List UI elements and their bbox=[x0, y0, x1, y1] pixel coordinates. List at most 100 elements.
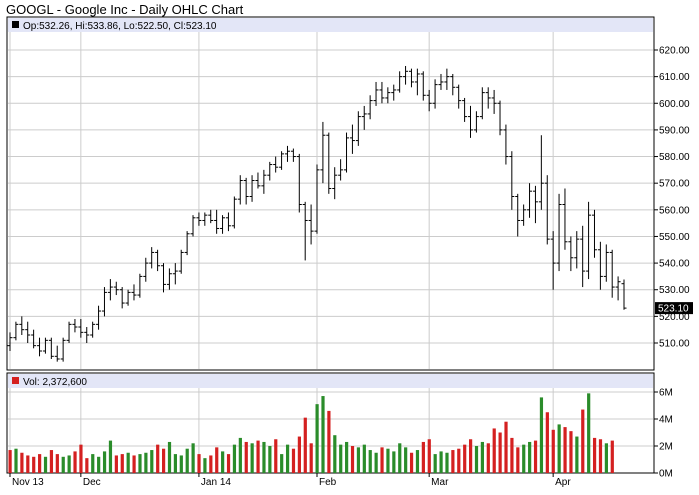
price-tick-label: 560.00 bbox=[659, 205, 690, 216]
volume-bar bbox=[97, 456, 101, 473]
ohlc-bar bbox=[320, 121, 326, 184]
ohlc-bar bbox=[332, 167, 338, 200]
ohlc-bar bbox=[48, 337, 54, 359]
volume-info-band bbox=[8, 374, 653, 388]
ohlc-bar bbox=[214, 209, 220, 234]
volume-bar bbox=[486, 443, 490, 473]
ohlc-bar bbox=[302, 201, 308, 261]
ohlc-bar bbox=[597, 241, 603, 290]
ohlc-bars bbox=[7, 65, 627, 362]
ohlc-bar bbox=[485, 87, 491, 109]
ohlc-bar bbox=[314, 164, 320, 234]
ohlc-bar bbox=[503, 124, 509, 165]
ohlc-bar bbox=[462, 97, 468, 122]
price-tick-label: 580.00 bbox=[659, 152, 690, 163]
ohlc-bar bbox=[237, 175, 243, 205]
ohlc-bar bbox=[420, 71, 426, 101]
volume-bar bbox=[91, 454, 95, 473]
volume-bar bbox=[191, 443, 195, 473]
volume-bar bbox=[38, 454, 42, 473]
volume-bar bbox=[356, 447, 361, 473]
volume-bar bbox=[433, 454, 437, 473]
volume-bar bbox=[569, 431, 573, 473]
price-info-band bbox=[8, 18, 653, 32]
price-tick-label: 590.00 bbox=[659, 125, 690, 136]
volume-bar bbox=[345, 441, 349, 473]
ohlc-bar bbox=[379, 81, 385, 104]
ohlc-bar bbox=[538, 135, 544, 210]
price-tick-label: 540.00 bbox=[659, 259, 690, 270]
volume-bar bbox=[604, 443, 608, 473]
ohlc-bar bbox=[491, 89, 497, 114]
ohlc-bar bbox=[621, 279, 627, 310]
ohlc-bar bbox=[161, 263, 166, 293]
price-tick-label: 530.00 bbox=[659, 285, 690, 296]
volume-bar bbox=[185, 448, 189, 473]
volume-bar bbox=[55, 454, 59, 473]
ohlc-bar bbox=[13, 321, 19, 341]
ohlc-bar bbox=[7, 332, 13, 351]
volume-bar bbox=[545, 412, 549, 473]
date-axis-labels: Nov 13 Dec Jan 14 Feb Mar Apr bbox=[9, 473, 571, 488]
ohlc-bar bbox=[391, 84, 397, 101]
volume-bar bbox=[226, 454, 231, 473]
volume-bar bbox=[26, 455, 30, 473]
ohlc-bar bbox=[615, 276, 621, 301]
ohlc-bar bbox=[509, 151, 515, 210]
ohlc-bar bbox=[544, 175, 550, 245]
volume-bar bbox=[380, 447, 384, 473]
ohlc-bar bbox=[479, 87, 485, 120]
ohlc-bar bbox=[468, 105, 473, 138]
price-tick-label: 510.00 bbox=[659, 339, 690, 350]
volume-bar bbox=[581, 409, 585, 473]
volume-bar bbox=[427, 439, 431, 473]
ohlc-bar bbox=[438, 73, 444, 90]
volume-tick-label: 0M bbox=[659, 469, 673, 480]
volume-bar bbox=[415, 450, 420, 473]
volume-bar bbox=[445, 452, 449, 473]
volume-bar bbox=[256, 440, 260, 473]
volume-axis-ticks: 0M 2M 4M 6M bbox=[654, 388, 673, 480]
volume-bar bbox=[150, 450, 154, 473]
ohlc-bar bbox=[202, 212, 208, 226]
volume-bar bbox=[333, 435, 337, 473]
volume-bar bbox=[551, 429, 555, 473]
ohlc-bar bbox=[296, 153, 302, 213]
ohlc-bar bbox=[37, 337, 43, 357]
volume-bar bbox=[392, 451, 396, 473]
ohlc-bar bbox=[119, 287, 125, 309]
volume-bar bbox=[303, 417, 307, 473]
ohlc-bar bbox=[456, 84, 462, 109]
ohlc-bar bbox=[308, 204, 314, 245]
ohlc-bar bbox=[267, 161, 273, 181]
ohlc-bar bbox=[556, 193, 562, 272]
volume-bar bbox=[61, 456, 65, 473]
volume-legend-square bbox=[12, 377, 19, 384]
ohlc-bar bbox=[385, 87, 391, 104]
date-tick-label: Feb bbox=[319, 477, 337, 488]
ohlc-bar bbox=[591, 209, 597, 258]
volume-bar bbox=[173, 454, 178, 473]
ohlc-bar bbox=[96, 305, 102, 330]
ohlc-bar bbox=[25, 321, 31, 343]
volume-bar bbox=[156, 444, 160, 473]
ohlc-bar bbox=[497, 100, 503, 136]
volume-bar bbox=[539, 397, 544, 473]
volume-bar bbox=[85, 458, 89, 473]
volume-bar bbox=[516, 447, 520, 473]
volume-bar bbox=[504, 421, 508, 473]
ohlc-bar bbox=[562, 188, 568, 250]
price-legend-square bbox=[12, 21, 19, 28]
volume-bar bbox=[463, 444, 467, 473]
volume-bar bbox=[327, 410, 331, 473]
ohlc-bar bbox=[190, 215, 196, 237]
ohlc-bar bbox=[19, 316, 25, 336]
last-price-label: 523.10 bbox=[658, 304, 689, 315]
volume-bar bbox=[262, 441, 266, 473]
ohlc-bar bbox=[355, 111, 361, 146]
ohlc-bar bbox=[367, 95, 373, 120]
price-tick-label: 570.00 bbox=[659, 179, 690, 190]
ohlc-bar bbox=[338, 159, 344, 181]
ohlc-bar bbox=[586, 201, 592, 280]
price-axis-ticks: 510.00 520.00 530.00 540.00 550.00 560.00 570.… bbox=[654, 46, 690, 350]
